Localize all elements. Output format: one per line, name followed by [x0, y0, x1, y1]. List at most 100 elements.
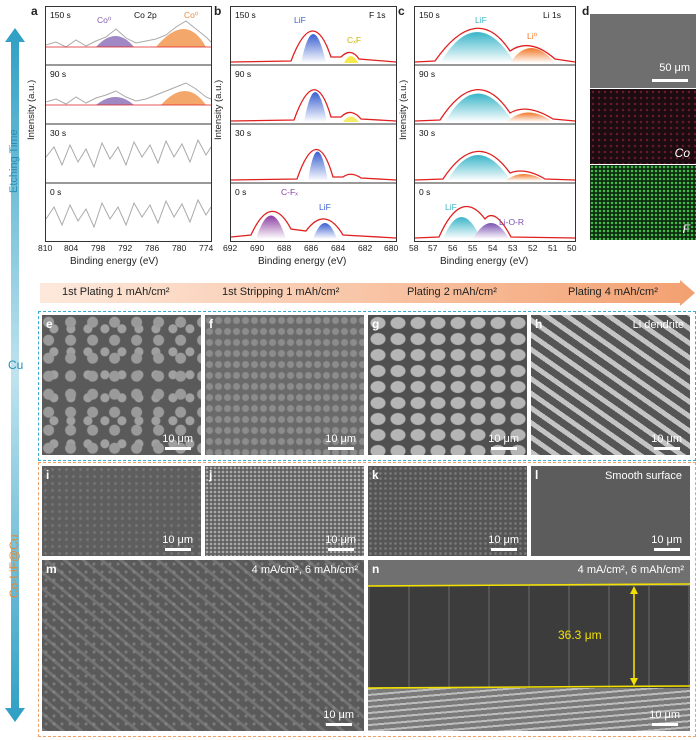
xps-a-time-90: 90 s: [50, 69, 67, 79]
sem-l-scale-text: 10 μm: [651, 534, 682, 546]
xps-b-ylabel: Intensity (a.u.): [213, 79, 224, 140]
xps-a-ylabel: Intensity (a.u.): [26, 79, 37, 140]
sem-f-scale-text: 10 μm: [325, 433, 356, 445]
xps-b-tick: 686: [304, 243, 319, 253]
xps-c-tick: 58: [409, 243, 419, 253]
xps-b-title: F 1s: [369, 10, 386, 20]
xps-b-time-0: 0 s: [235, 187, 247, 197]
xps-a-plot: [45, 20, 212, 229]
panel-label-b: b: [214, 4, 222, 18]
xps-c-li0-label: Li⁰: [527, 31, 538, 41]
xps-a-time-150: 150 s: [50, 10, 71, 20]
xps-b-lif-label: LiF: [294, 15, 306, 25]
xps-b-tick: 682: [358, 243, 373, 253]
xps-a-time-30: 30 s: [50, 128, 67, 138]
sem-i-scale-text: 10 μm: [162, 534, 193, 546]
panel-label-e: e: [46, 317, 53, 331]
sem-g-scale-text: 10 μm: [488, 433, 519, 445]
xps-c-title: Li 1s: [543, 10, 561, 20]
xps-a-tick: 774: [199, 243, 214, 253]
panel-label-c: c: [398, 4, 405, 18]
panel-label-j: j: [209, 468, 213, 482]
panel-label-a: a: [31, 4, 38, 18]
xps-c-xlabel: Binding energy (eV): [440, 256, 529, 267]
eds-sem-image: 50 μm: [590, 14, 696, 88]
xps-a-tick: 810: [38, 243, 53, 253]
sem-l: l Smooth surface 10 μm: [531, 466, 690, 556]
sem-n: n 4 mA/cm², 6 mAh/cm² 36.3 μm 10 μm: [368, 560, 690, 731]
etching-time-label: Etching Time: [8, 129, 20, 193]
xps-c-time-30: 30 s: [419, 128, 436, 138]
xps-a-tick: 780: [172, 243, 187, 253]
eds-f-map: F: [590, 165, 696, 240]
sem-j-scale-text: 10 μm: [325, 534, 356, 546]
process-step-3: Plating 2 mAh/cm²: [407, 286, 497, 298]
xps-c-time-0: 0 s: [419, 187, 431, 197]
sem-e: e 10 μm: [42, 315, 201, 455]
sem-n-scale-bar: [652, 723, 678, 726]
sem-f-scale-bar: [328, 447, 354, 450]
sem-m: m 4 mA/cm², 6 mAh/cm² 10 μm: [42, 560, 364, 731]
xps-b-tick: 692: [223, 243, 238, 253]
panel-label-g: g: [372, 317, 380, 331]
sem-m-note: 4 mA/cm², 6 mAh/cm²: [251, 564, 358, 576]
process-arrow: [40, 280, 695, 306]
xps-b-cfx-label: C-Fₓ: [281, 187, 298, 197]
panel-label-h: h: [535, 317, 543, 331]
sem-m-scale-bar: [326, 723, 352, 726]
xps-c-lior-label: Li-O-R: [499, 217, 525, 227]
etching-time-arrow: [5, 28, 25, 722]
panel-label-f: f: [209, 317, 213, 331]
xps-a-title: Co 2p: [134, 10, 157, 20]
xps-c-time-150: 150 s: [419, 10, 440, 20]
sem-h-scale-text: 10 μm: [651, 433, 682, 445]
eds-f-label: F: [682, 222, 690, 236]
sem-j: j 10 μm: [205, 466, 364, 556]
sem-k: k 10 μm: [368, 466, 527, 556]
process-step-4: Plating 4 mAh/cm²: [568, 286, 658, 298]
xps-c-lif-label: LiF: [475, 15, 487, 25]
xps-a-tick: 786: [145, 243, 160, 253]
xps-b-time-90: 90 s: [235, 69, 252, 79]
xps-b-lif0-label: LiF: [319, 202, 331, 212]
sem-n-substrate: [368, 688, 690, 731]
co-lif-cu-row-label: Co-LiF@Cu: [7, 534, 21, 598]
sem-l-note: Smooth surface: [604, 470, 682, 482]
xps-b-tick: 684: [331, 243, 346, 253]
sem-n-thickness: 36.3 μm: [558, 628, 602, 642]
xps-b-frame: 150 s 90 s 30 s 0 s F 1s LiF CₓF C-Fₓ Li…: [230, 6, 397, 242]
sem-e-scale-bar: [165, 447, 191, 450]
xps-a-peak-co-left: Co⁰: [97, 15, 112, 25]
xps-c-tick: 55: [468, 243, 478, 253]
panel-label-m: m: [46, 562, 57, 576]
xps-c-plot: [414, 27, 576, 239]
sem-h-note: Li dendrite: [632, 319, 684, 331]
xps-a-tick: 804: [64, 243, 79, 253]
sem-h: h Li dendrite 10 μm: [531, 315, 690, 455]
xps-b-tick: 688: [277, 243, 292, 253]
process-step-2: 1st Stripping 1 mAh/cm²: [222, 286, 340, 298]
panel-label-n: n: [372, 562, 380, 576]
panel-label-i: i: [46, 468, 50, 482]
xps-b-tick: 690: [250, 243, 265, 253]
sem-n-scale-text: 10 μm: [649, 709, 680, 721]
panel-label-l: l: [535, 468, 539, 482]
xps-c-tick: 56: [448, 243, 458, 253]
xps-c-frame: 150 s 90 s 30 s 0 s Li 1s LiF Li⁰ LiF Li…: [414, 6, 576, 242]
cu-row-label: Cu: [8, 358, 24, 372]
eds-co-map: Co: [590, 89, 696, 164]
eds-scale-bar: [652, 79, 688, 82]
sem-l-scale-bar: [654, 548, 680, 551]
xps-a-tick: 792: [118, 243, 133, 253]
xps-a-xlabel: Binding energy (eV): [70, 256, 159, 267]
panel-label-k: k: [372, 468, 379, 482]
xps-a-tick: 798: [91, 243, 106, 253]
xps-b-xlabel: Binding energy (eV): [258, 256, 347, 267]
xps-c-tick: 50: [567, 243, 577, 253]
xps-a-frame: 150 s 90 s 30 s 0 s Co 2p Co⁰ Co⁰: [45, 6, 212, 242]
process-step-1: 1st Plating 1 mAh/cm²: [62, 286, 170, 298]
panel-label-d: d: [582, 4, 590, 18]
xps-c-tick: 51: [548, 243, 558, 253]
sem-g: g 10 μm: [368, 315, 527, 455]
xps-c-tick: 54: [488, 243, 498, 253]
